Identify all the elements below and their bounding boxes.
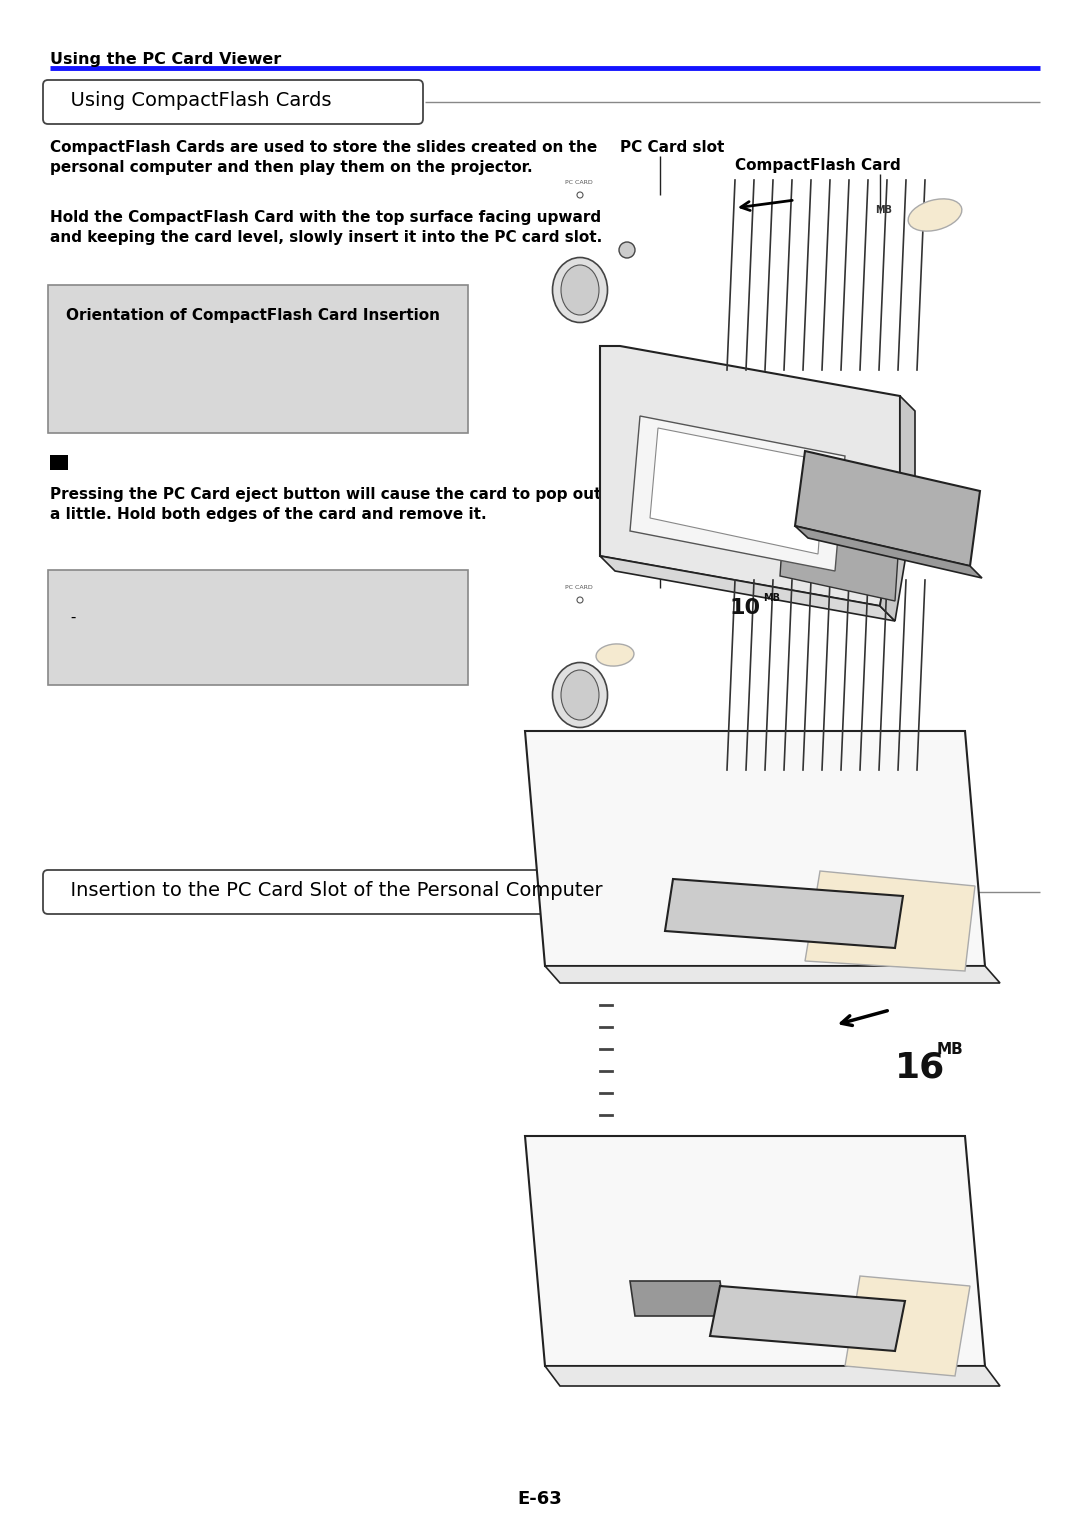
Polygon shape <box>545 966 1000 983</box>
Text: Using the PC Card Viewer: Using the PC Card Viewer <box>50 52 281 67</box>
Text: MB: MB <box>875 204 892 215</box>
Text: 10: 10 <box>730 598 761 618</box>
Polygon shape <box>805 871 975 971</box>
Ellipse shape <box>908 198 962 230</box>
Ellipse shape <box>561 266 599 314</box>
Polygon shape <box>600 346 900 606</box>
Text: personal computer and then play them on the projector.: personal computer and then play them on … <box>50 160 532 175</box>
Bar <box>48 571 468 685</box>
Text: -: - <box>66 610 77 626</box>
Text: Pressing the PC Card eject button will cause the card to pop out: Pressing the PC Card eject button will c… <box>50 487 602 502</box>
Ellipse shape <box>561 670 599 720</box>
Bar <box>48 285 468 433</box>
Text: PC CARD: PC CARD <box>565 584 593 591</box>
Text: E-63: E-63 <box>517 1489 563 1508</box>
Polygon shape <box>880 397 915 621</box>
Polygon shape <box>710 1286 905 1351</box>
Polygon shape <box>525 1135 985 1366</box>
Text: and keeping the card level, slowly insert it into the PC card slot.: and keeping the card level, slowly inser… <box>50 230 603 246</box>
Polygon shape <box>525 731 985 966</box>
Text: Using CompactFlash Cards: Using CompactFlash Cards <box>58 92 332 110</box>
Bar <box>50 455 68 470</box>
Polygon shape <box>630 1280 725 1315</box>
Polygon shape <box>780 501 900 601</box>
Text: CompactFlash Cards are used to store the slides created on the: CompactFlash Cards are used to store the… <box>50 140 597 156</box>
Text: Insertion to the PC Card Slot of the Personal Computer: Insertion to the PC Card Slot of the Per… <box>58 881 603 900</box>
Ellipse shape <box>596 644 634 665</box>
FancyBboxPatch shape <box>43 79 423 124</box>
Polygon shape <box>845 1276 970 1376</box>
Text: PC Card slot: PC Card slot <box>620 140 725 156</box>
Circle shape <box>619 243 635 258</box>
Polygon shape <box>630 417 845 571</box>
Text: PC CARD indicator: PC CARD indicator <box>600 528 756 543</box>
Ellipse shape <box>553 662 607 728</box>
Polygon shape <box>665 879 903 948</box>
Text: MB: MB <box>937 1042 963 1058</box>
Polygon shape <box>795 452 980 566</box>
Text: CompactFlash Card: CompactFlash Card <box>735 159 901 172</box>
Ellipse shape <box>553 258 607 322</box>
FancyBboxPatch shape <box>43 870 573 914</box>
Polygon shape <box>600 555 895 621</box>
Polygon shape <box>650 427 825 554</box>
Text: 16: 16 <box>895 1050 945 1083</box>
Polygon shape <box>545 1366 1000 1386</box>
Polygon shape <box>795 526 982 578</box>
Text: Hold the CompactFlash Card with the top surface facing upward: Hold the CompactFlash Card with the top … <box>50 211 602 224</box>
Text: Orientation of CompactFlash Card Insertion: Orientation of CompactFlash Card Inserti… <box>66 308 440 324</box>
Text: PC CARD: PC CARD <box>565 180 593 185</box>
Text: a little. Hold both edges of the card and remove it.: a little. Hold both edges of the card an… <box>50 507 487 522</box>
Text: MB: MB <box>762 594 780 603</box>
Text: PC Card eject button: PC Card eject button <box>600 470 778 485</box>
